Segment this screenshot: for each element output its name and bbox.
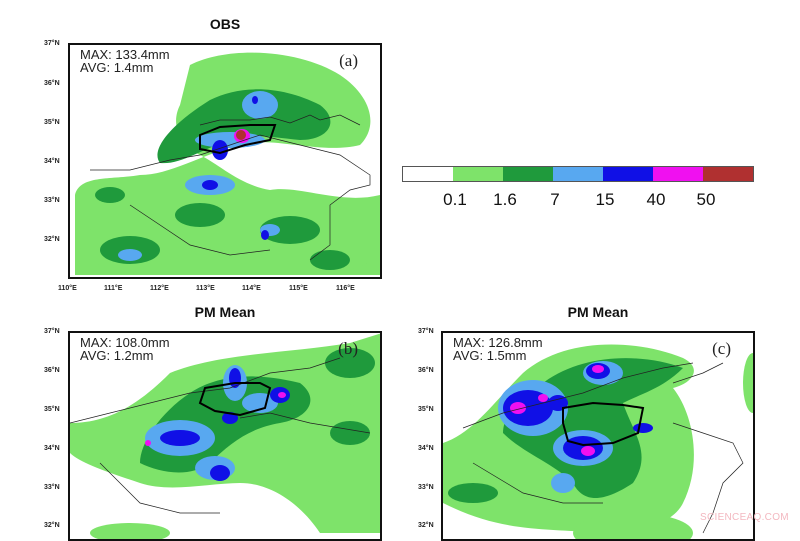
panel-a-stats: MAX: 133.4mm AVG: 1.4mm [80,48,170,74]
colorbar-bin [703,167,753,181]
panel-b-map: MAX: 108.0mm AVG: 1.2mm (b) [68,331,382,541]
lon-tick: 114°E [242,285,261,292]
lat-tick: 36°N [44,367,60,374]
lat-tick: 34°N [44,158,60,165]
lon-tick: 113°E [196,285,215,292]
lat-tick: 35°N [44,406,60,413]
lat-tick: 33°N [44,484,60,491]
lat-tick: 32°N [44,522,60,529]
lat-tick: 34°N [44,445,60,452]
lat-tick: 32°N [418,522,434,529]
watermark: SCIENCEAQ.COM [700,512,789,523]
lat-tick: 36°N [418,367,434,374]
colorbar-bin [653,167,703,181]
lon-tick: 111°E [104,285,123,292]
panel-c-precip-field [443,344,753,539]
lat-tick: 35°N [44,119,60,126]
panel-c-title: PM Mean [567,304,629,320]
panel-a-avg: AVG: 1.4mm [80,60,154,75]
lon-tick: 112°E [150,285,169,292]
colorbar-bin [553,167,603,181]
colorbar-label: 50 [696,190,716,209]
lat-tick: 37°N [44,40,60,47]
panel-a-map: MAX: 133.4mm AVG: 1.4mm (a) [68,43,382,279]
colorbar-bin [503,167,553,181]
panel-b-precip-field [70,333,380,539]
lat-tick: 37°N [418,328,434,335]
panel-b-title: PM Mean [194,304,256,320]
panel-b-avg: AVG: 1.2mm [80,348,154,363]
lon-tick: 116°E [336,285,355,292]
colorbar-label: 0.1 [443,190,467,209]
panel-b-label: (b) [338,339,358,358]
panel-c-avg: AVG: 1.5mm [453,348,527,363]
lat-tick: 33°N [418,484,434,491]
lon-tick: 110°E [58,285,77,292]
panel-b-stats: MAX: 108.0mm AVG: 1.2mm [80,336,170,362]
lon-tick: 115°E [289,285,308,292]
panel-a-title: OBS [209,16,241,32]
colorbar-label: 40 [646,190,666,209]
lat-tick: 34°N [418,445,434,452]
panel-c-max: MAX: 126.8mm [453,335,543,350]
lat-tick: 35°N [418,406,434,413]
colorbar [402,166,754,182]
panel-a-label: (a) [339,51,358,70]
panel-c-map: MAX: 126.8mm AVG: 1.5mm (c) [441,331,755,541]
lat-tick: 36°N [44,80,60,87]
colorbar-bin [603,167,653,181]
colorbar-label: 15 [595,190,615,209]
lat-tick: 33°N [44,197,60,204]
colorbar-label: 1.6 [493,190,517,209]
panel-a-max: MAX: 133.4mm [80,47,170,62]
panel-a-precip-field [75,52,380,275]
lat-tick: 37°N [44,328,60,335]
colorbar-bin [403,167,453,181]
colorbar-bin [453,167,503,181]
panel-b-max: MAX: 108.0mm [80,335,170,350]
lat-tick: 32°N [44,236,60,243]
colorbar-label: 7 [550,190,560,209]
panel-c-label: (c) [712,339,731,358]
panel-c-stats: MAX: 126.8mm AVG: 1.5mm [453,336,543,362]
